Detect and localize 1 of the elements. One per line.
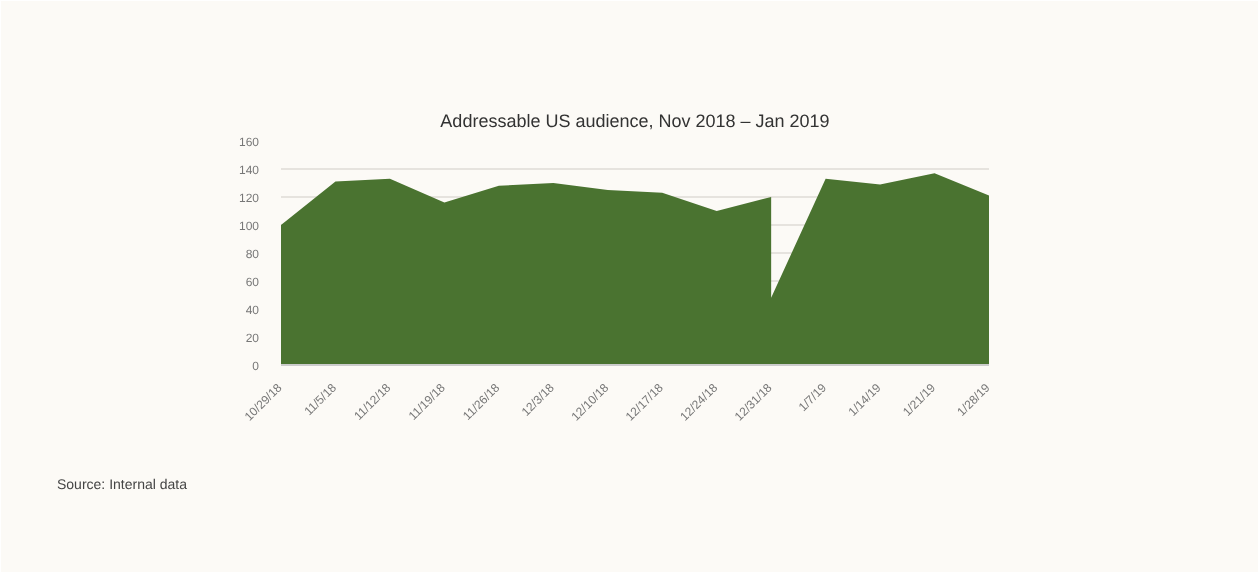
chart-title: Addressable US audience, Nov 2018 – Jan 2019 xyxy=(440,111,830,131)
